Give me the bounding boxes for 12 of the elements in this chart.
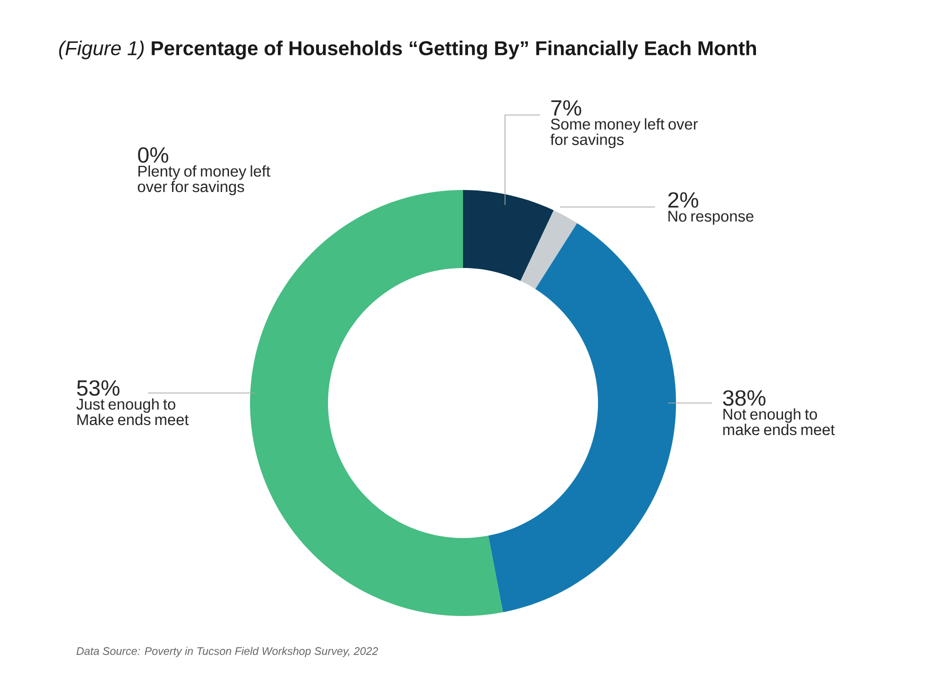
slice-label: Not enough to make ends meet xyxy=(723,408,835,436)
source-note: Data Source: Poverty in Tucson Field Workshop Survey, 2022 xyxy=(76,646,378,658)
text: 0% xyxy=(138,147,168,163)
data-label: 7% xyxy=(551,100,582,116)
slice-label: Just enough to Make ends meet xyxy=(76,398,189,426)
category-label: Plenty of money left over for savings xyxy=(138,165,270,196)
data-label: 53% xyxy=(77,380,120,396)
data-label: 2% xyxy=(668,192,698,208)
slice-label: Some money left over for savings xyxy=(550,118,698,148)
chart-title: (Figure 1) Percentage of Households “Getting By” Financially Each Month xyxy=(59,40,756,60)
slice-label: No response xyxy=(668,210,754,225)
data-label: 38% xyxy=(723,390,766,406)
